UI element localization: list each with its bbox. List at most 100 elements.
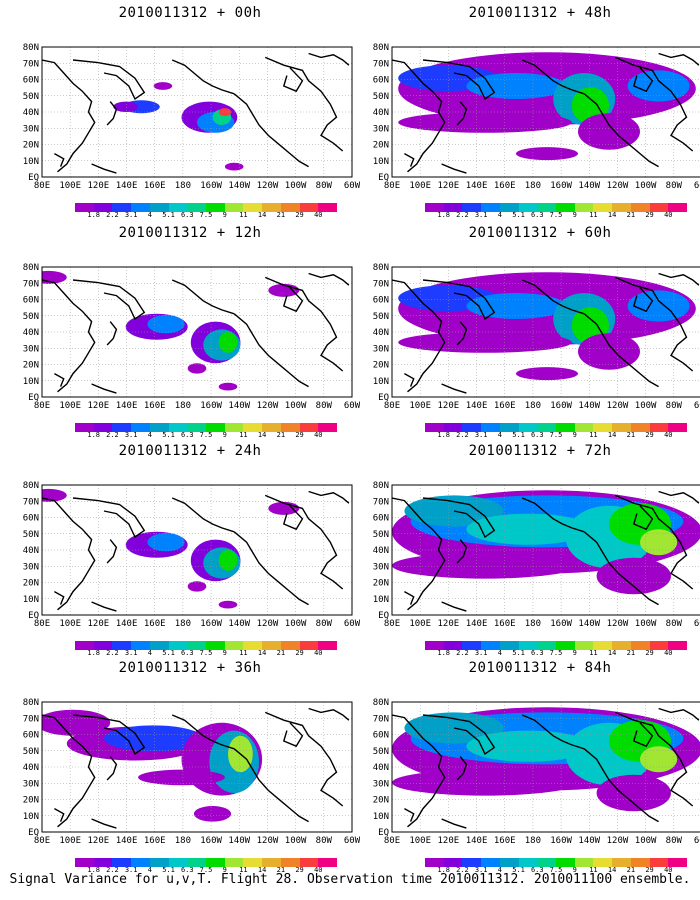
colorbar-swatch (425, 858, 444, 867)
colorbar-swatch (131, 423, 150, 432)
colorbar-label: 11 (239, 866, 248, 874)
variance-contour (42, 709, 111, 736)
coastline (392, 497, 446, 611)
colorbar-swatch (112, 641, 132, 650)
coastline (42, 497, 96, 611)
lat-label: EQ (28, 393, 39, 403)
colorbar-swatch (612, 203, 631, 212)
map-panel: 2010011312 + 72h 80N 70N 60N 50N 40N 30N 20N 10N… (370, 443, 700, 658)
lon-label: 160W (550, 181, 572, 191)
colorbar-label: 7.5 (199, 211, 213, 219)
lat-label: 80N (373, 263, 389, 273)
lon-label: 180 (175, 401, 191, 411)
coastline (404, 152, 415, 167)
variance-field (392, 47, 700, 177)
colorbar-swatch (75, 203, 94, 212)
colorbar-swatch (168, 641, 188, 650)
variance-contour (398, 112, 572, 133)
colorbar-swatch (518, 203, 538, 212)
coastline (171, 497, 235, 533)
colorbar-label: 6.3 (530, 211, 544, 219)
lon-label: 60W (694, 836, 700, 846)
lat-label: 20N (23, 579, 39, 589)
lat-label: 30N (23, 124, 39, 134)
coastline (632, 287, 654, 313)
coastline (614, 276, 694, 372)
coastline (91, 818, 117, 829)
map-panel: 2010011312 + 36h 80N 70N 60N 50N 40N 30N 20N 10N… (20, 660, 360, 875)
lon-label: 100W (635, 401, 657, 411)
figure-caption: Signal Variance for u,v,T. Flight 28. Ob… (9, 872, 691, 887)
lon-label: 160W (550, 619, 572, 629)
colorbar-swatch (649, 858, 669, 867)
lon-label: 160W (200, 401, 222, 411)
colorbar-swatch (556, 858, 575, 867)
colorbar-label: 9 (572, 431, 577, 439)
lat-label: 50N (23, 92, 39, 102)
lat-label: 60N (373, 296, 389, 306)
lat-label: 20N (23, 141, 39, 151)
colorbar-swatch (224, 423, 244, 432)
plot-frame (41, 701, 353, 833)
colorbar-swatch (75, 858, 94, 867)
lon-label: 80E (384, 619, 400, 629)
coastline (392, 59, 446, 173)
lon-label: 100E (409, 181, 431, 191)
colorbar-swatch (224, 203, 244, 212)
colorbar-swatch (75, 423, 94, 432)
plot-frame (391, 701, 700, 833)
colorbar-label: 21 (626, 649, 636, 657)
lon-label: 140W (228, 836, 250, 846)
coastline (72, 497, 146, 539)
panel-title: 2010011312 + 36h (118, 660, 262, 676)
coastline (521, 714, 585, 750)
colorbar-swatch (280, 641, 300, 650)
colorbar-label: 2.2 (106, 211, 119, 219)
lon-label: 80W (316, 836, 333, 846)
lat-label: 10N (373, 157, 389, 167)
colorbar-swatch (131, 858, 150, 867)
colorbar-swatch (593, 858, 613, 867)
lon-label: 140E (116, 401, 138, 411)
lat-label: 30N (373, 124, 389, 134)
lat-label: 40N (373, 328, 389, 338)
colorbar-swatch (149, 203, 169, 212)
colorbar-label: 29 (295, 431, 304, 439)
lon-label: 140W (578, 836, 600, 846)
lon-label: 80E (34, 619, 50, 629)
colorbar-swatch (499, 641, 519, 650)
plot-frame (391, 46, 700, 178)
lat-label: 70N (373, 497, 389, 507)
colorbar-swatch (630, 858, 650, 867)
colorbar-label: 3.1 (474, 866, 488, 874)
variance-contour (224, 162, 244, 171)
lon-label: 80E (384, 401, 400, 411)
colorbar-swatch (224, 858, 244, 867)
panel-title: 2010011312 + 00h (118, 5, 262, 21)
colorbar-swatch (243, 423, 263, 432)
lon-label: 120E (438, 181, 460, 191)
colorbar-label: 14 (257, 649, 267, 657)
colorbar-swatch (556, 641, 575, 650)
panel-title: 2010011312 + 72h (468, 443, 612, 459)
colorbar-swatch (499, 423, 519, 432)
lon-label: 180 (175, 836, 191, 846)
map-panel: 2010011312 + 60h 80N 70N 60N 50N 40N 30N 20N 10N… (370, 225, 700, 440)
lon-label: 60W (344, 619, 360, 629)
lon-label: 120E (88, 181, 110, 191)
colorbar-label: 1.8 (87, 866, 101, 874)
colorbar-swatch (630, 423, 650, 432)
map-panel: 2010011312 + 84h 80N 70N 60N 50N 40N 30N 20N 10N… (370, 660, 700, 875)
colorbar-label: 2.2 (456, 431, 469, 439)
colorbar-swatch (206, 641, 225, 650)
coastline (106, 101, 118, 126)
colorbar-swatch (537, 423, 556, 432)
coastline (614, 494, 694, 590)
lon-label: 120W (607, 619, 629, 629)
colorbar-label: 11 (589, 211, 598, 219)
lon-label: 100W (635, 836, 657, 846)
coastline (583, 93, 659, 168)
lon-label: 120W (607, 181, 629, 191)
variance-contour (218, 382, 238, 391)
